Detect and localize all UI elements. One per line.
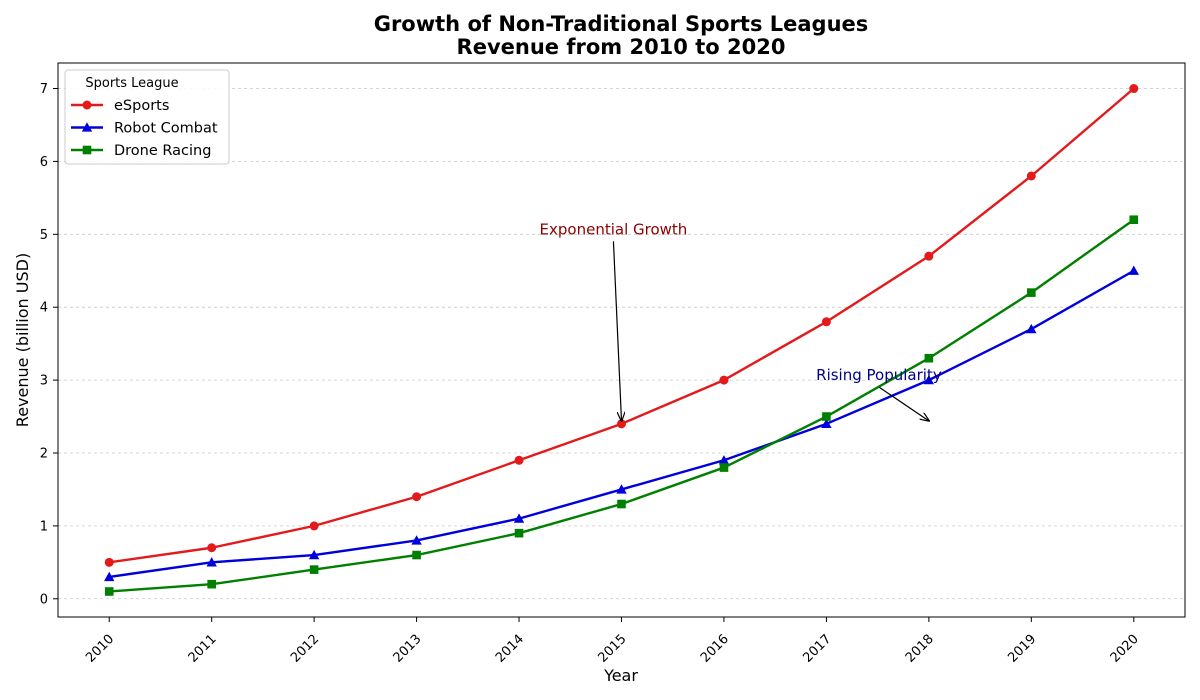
x-tick-label: 2019 (1005, 632, 1039, 666)
y-tick-label: 6 (40, 155, 48, 170)
x-tick-label: 2013 (391, 632, 425, 666)
x-tick-label: 2016 (698, 632, 732, 666)
data-point-drone-racing (617, 499, 626, 509)
y-tick-label: 3 (40, 374, 48, 389)
legend-label-robot-combat: Robot Combat (114, 121, 218, 137)
data-point-drone-racing (822, 412, 831, 421)
data-point-drone-racing (104, 587, 114, 596)
data-point-esports (821, 317, 831, 327)
data-point-robot-combat (718, 455, 730, 465)
data-point-esports (207, 543, 217, 553)
x-tick-label: 2020 (1108, 632, 1142, 666)
data-point-robot-combat (411, 535, 422, 545)
x-tick-label: 2012 (288, 632, 322, 666)
data-point-robot-combat (513, 513, 525, 523)
x-tick-label: 2018 (903, 632, 937, 666)
x-tick-label: 2014 (493, 632, 527, 666)
legend-marker-robot-combat (81, 122, 93, 132)
data-point-drone-racing (412, 550, 421, 560)
data-point-esports (719, 375, 729, 385)
x-axis-label: Year (603, 666, 638, 685)
legend-label-esports: eSports (114, 98, 169, 114)
data-point-drone-racing (514, 528, 524, 538)
y-axis-label: Revenue (billion USD) (13, 253, 32, 427)
data-point-robot-combat (206, 557, 217, 567)
data-point-esports (1026, 171, 1036, 181)
data-point-robot-combat (308, 549, 320, 560)
data-point-esports (924, 251, 934, 261)
y-tick-label: 1 (40, 519, 48, 534)
annotation-arrow-1 (612, 241, 621, 421)
data-point-drone-racing (1027, 288, 1036, 297)
x-tick-label: 2017 (800, 632, 834, 666)
data-point-esports (1129, 84, 1139, 94)
data-point-robot-combat (104, 571, 115, 582)
y-tick-label: 0 (40, 592, 48, 607)
y-tick-label: 2 (40, 446, 48, 461)
annotation-text-2: Rising Popularity (816, 366, 942, 384)
data-point-drone-racing (309, 565, 319, 574)
data-point-robot-combat (616, 484, 627, 494)
data-point-esports (309, 521, 319, 531)
data-point-drone-racing (719, 463, 729, 472)
data-point-robot-combat (821, 418, 832, 428)
x-tick-label: 2010 (83, 632, 117, 666)
data-point-drone-racing (207, 579, 216, 589)
annotation-text-1: Exponential Growth (540, 220, 688, 238)
data-point-drone-racing (924, 353, 934, 363)
legend-box (64, 69, 230, 165)
y-tick-label: 4 (40, 301, 48, 316)
legend-title: Sports League (85, 76, 178, 91)
data-point-robot-combat (1128, 265, 1139, 275)
data-point-esports (412, 492, 422, 502)
y-tick-label: 7 (40, 82, 48, 97)
x-tick-label: 2015 (595, 632, 629, 666)
chart-title-line1: Growth of Non-Traditional Sports Leagues (374, 12, 869, 36)
data-point-esports (514, 455, 524, 465)
x-tick-label: 2011 (186, 632, 220, 666)
data-point-robot-combat (923, 374, 935, 385)
y-tick-label: 5 (40, 228, 48, 243)
legend-label-drone-racing: Drone Racing (114, 143, 211, 159)
annotation-arrow-2 (878, 386, 929, 421)
data-point-robot-combat (1026, 323, 1037, 334)
legend-marker-drone-racing (82, 145, 92, 155)
data-point-esports (104, 557, 114, 567)
data-point-drone-racing (1129, 215, 1139, 225)
legend-marker-esports (82, 100, 92, 110)
chart-title-line2: Revenue from 2010 to 2020 (457, 35, 786, 59)
